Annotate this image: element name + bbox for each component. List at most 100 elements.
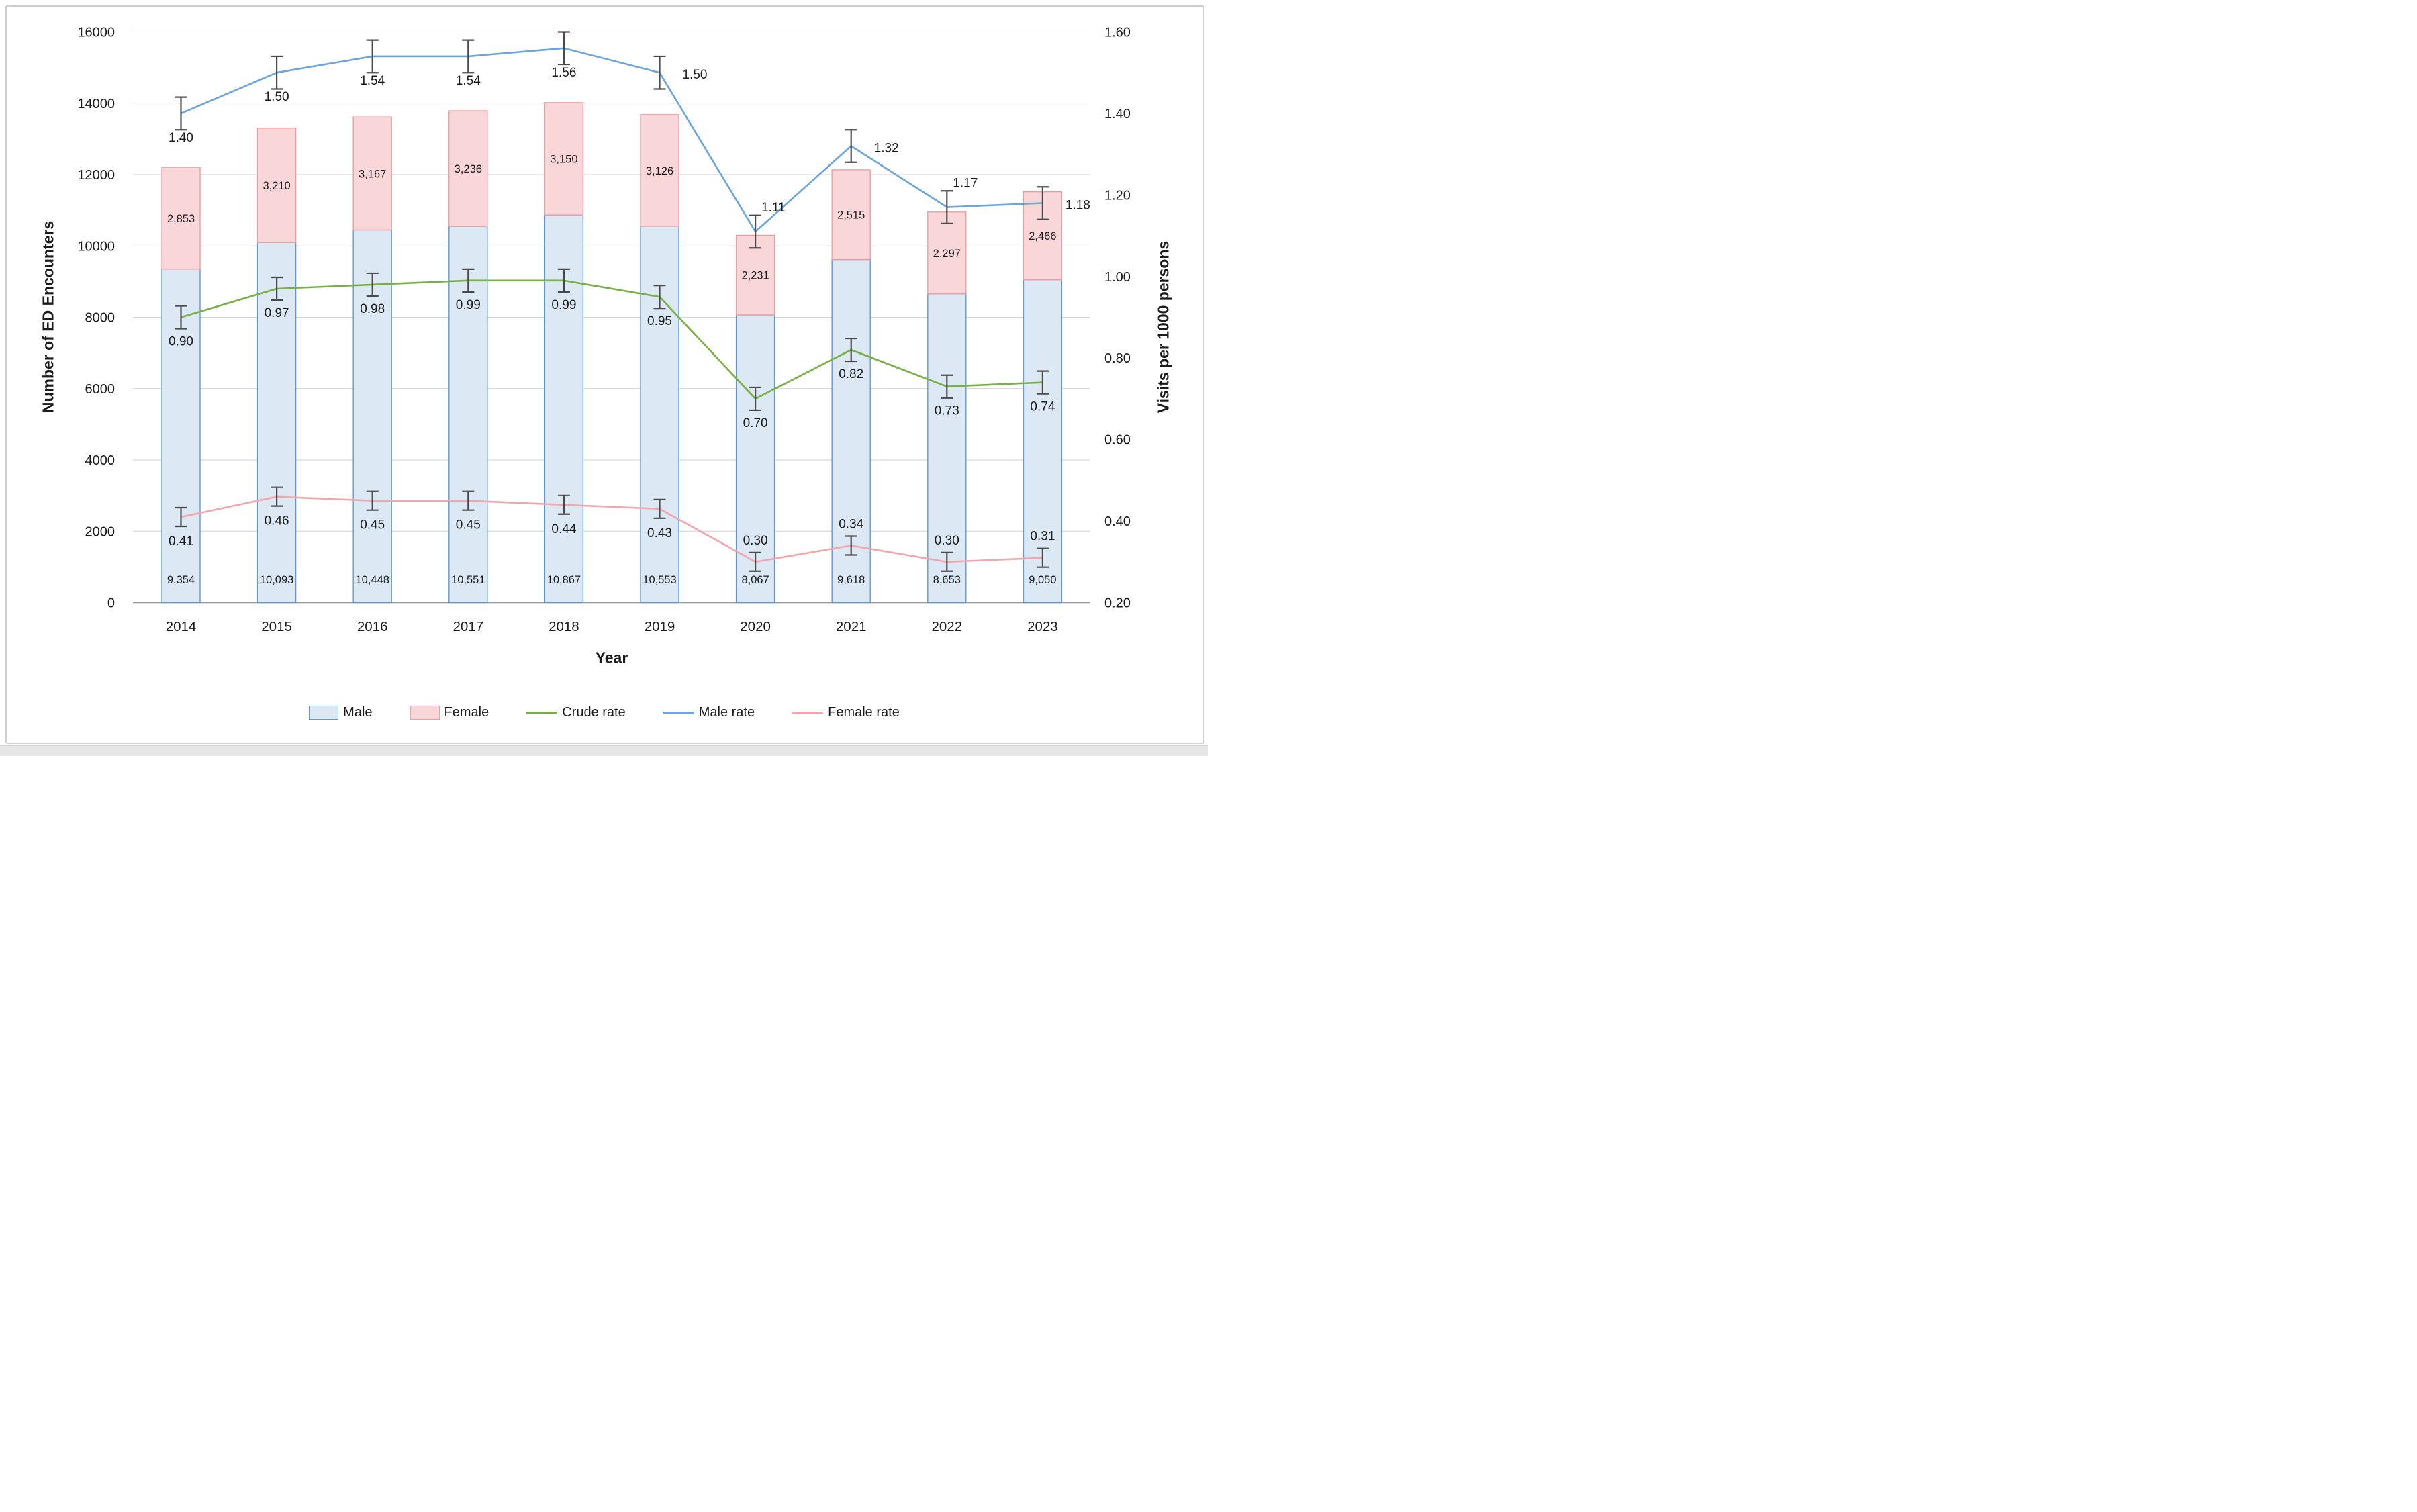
label-female-rate-2022: 0.30 (935, 534, 959, 548)
y-left-tick-12000: 12000 (77, 168, 115, 183)
error-bar-female-rate-2021 (845, 535, 857, 556)
label-female-rate-2020: 0.30 (743, 534, 768, 548)
bar-female-2015 (256, 128, 297, 244)
label-female-rate-2014: 0.41 (169, 534, 193, 549)
error-bar-male-rate-2021 (845, 129, 857, 163)
label-female-count-2015: 3,210 (263, 180, 290, 192)
bar-male-2019 (640, 226, 679, 604)
label-male-count-2023: 9,050 (1029, 574, 1056, 586)
error-bar-female-rate-2015 (271, 486, 283, 507)
label-crude-rate-2017: 0.99 (456, 298, 481, 312)
label-male-rate-2017: 1.54 (456, 74, 481, 88)
error-bar-female-rate-2022 (941, 551, 953, 572)
label-female-count-2017: 3,236 (455, 163, 482, 175)
series-male-rate: 1.40 1.50 1.54 1.54 1.56 1.50 1.11 1.32 1.17 1.18 (169, 31, 1090, 249)
error-bar-male-rate-2022 (941, 190, 953, 224)
error-bar-female-rate-2019 (653, 498, 666, 519)
error-bar-crude-rate-2017 (462, 268, 475, 293)
legend-label-female-rate: Female rate (828, 704, 900, 720)
y-left-tick-2000: 2000 (85, 524, 115, 539)
y-left-tick-4000: 4000 (85, 453, 115, 468)
series-female-rate: 0.41 0.46 0.45 0.45 0.44 0.43 0.30 0.34 0.30 0.31 (169, 486, 1055, 572)
label-male-count-2021: 9,618 (837, 574, 865, 586)
y-right-tick-0.40: 0.40 (1104, 514, 1131, 529)
error-bar-female-rate-2020 (749, 551, 762, 572)
legend-label-male-rate: Male rate (698, 704, 755, 720)
x-tick-2023: 2023 (1027, 619, 1058, 634)
female-rate-line-swatch-icon (792, 711, 824, 714)
label-female-count-2023: 2,466 (1029, 230, 1056, 242)
error-bar-female-rate-2014 (175, 506, 187, 528)
label-male-rate-2022: 1.17 (953, 177, 978, 191)
label-female-count-2021: 2,515 (837, 209, 865, 222)
error-bar-female-rate-2018 (557, 494, 570, 515)
y-right-tick-0.80: 0.80 (1104, 351, 1131, 366)
legend-item-female: Female (410, 705, 489, 720)
gridlines: 0 2000 4000 6000 8000 10000 12000 14000 16000 0.2… (77, 26, 1131, 611)
error-bar-female-rate-2016 (366, 490, 379, 511)
x-axis-title: Year (595, 649, 628, 667)
bar-female-2014 (161, 167, 201, 270)
y-right-axis-title: Visits per 1000 persons (1154, 240, 1172, 414)
label-male-count-2019: 10,553 (643, 574, 676, 586)
y-left-tick-16000: 16000 (77, 26, 115, 40)
y-right-tick-0.60: 0.60 (1104, 433, 1131, 448)
label-male-rate-2021: 1.32 (874, 142, 899, 156)
y-left-tick-8000: 8000 (85, 311, 115, 326)
line-male-rate (180, 47, 1043, 233)
y-left-tick-10000: 10000 (77, 239, 115, 254)
legend-label-crude-rate: Crude rate (562, 704, 626, 720)
label-male-count-2022: 8,653 (933, 574, 961, 586)
x-tick-2015: 2015 (261, 619, 292, 634)
error-bar-male-rate-2015 (271, 55, 283, 90)
y-right-tick-0.20: 0.20 (1104, 596, 1131, 611)
stacked-bars: 9,354 2,853 10,093 3,210 10,448 3,167 10,551 3,… (161, 102, 1063, 604)
x-tick-2018: 2018 (549, 619, 579, 634)
label-male-count-2020: 8,067 (741, 574, 769, 586)
label-female-rate-2021: 0.34 (839, 518, 863, 532)
bar-female-2016 (352, 116, 392, 231)
bar-female-2018 (544, 102, 584, 216)
x-tick-2022: 2022 (931, 619, 962, 634)
label-female-count-2020: 2,231 (741, 270, 769, 282)
y-right-tick-1.00: 1.00 (1104, 270, 1131, 285)
page-bottom-strip (0, 745, 1208, 756)
female-bar-swatch-icon (410, 705, 440, 720)
bar-female-2022 (927, 211, 967, 295)
chart-canvas: 0 2000 4000 6000 8000 10000 12000 14000 16000 0.2… (0, 0, 1208, 756)
line-female-rate (181, 495, 1043, 563)
error-bar-male-rate-2023 (1036, 186, 1049, 220)
x-tick-2017: 2017 (453, 619, 483, 634)
error-bar-crude-rate-2016 (366, 272, 379, 297)
error-bar-male-rate-2018 (557, 31, 570, 66)
y-right-tick-1.60: 1.60 (1104, 26, 1131, 40)
legend-label-male: Male (343, 704, 373, 720)
error-bar-male-rate-2016 (366, 39, 379, 74)
label-crude-rate-2015: 0.97 (265, 306, 289, 320)
bar-male-2015 (256, 242, 297, 604)
error-bar-crude-rate-2014 (175, 305, 187, 330)
label-crude-rate-2019: 0.95 (647, 314, 672, 328)
ed-encounters-chart: 0 2000 4000 6000 8000 10000 12000 14000 16000 0.2… (77, 26, 1131, 635)
label-crude-rate-2022: 0.73 (935, 404, 959, 418)
label-female-count-2018: 3,150 (550, 154, 577, 166)
x-axis-labels: 2014 2015 2016 2017 2018 2019 2020 2021 2022 2023 (166, 619, 1058, 634)
y-right-tick-1.20: 1.20 (1104, 188, 1131, 203)
x-tick-2020: 2020 (740, 619, 771, 634)
label-female-count-2014: 2,853 (167, 213, 195, 225)
bar-female-2021 (831, 169, 871, 261)
label-male-rate-2019: 1.50 (683, 68, 708, 82)
label-male-rate-2016: 1.54 (360, 74, 385, 88)
error-bar-crude-rate-2015 (271, 276, 283, 301)
male-rate-line-swatch-icon (663, 711, 694, 714)
label-female-rate-2018: 0.44 (551, 522, 576, 536)
legend: Male Female Crude rate Male rate Female … (0, 700, 1208, 725)
x-tick-2016: 2016 (357, 619, 388, 634)
y-left-tick-14000: 14000 (77, 97, 115, 111)
label-male-rate-2020: 1.11 (761, 201, 786, 215)
error-bar-crude-rate-2023 (1036, 370, 1049, 395)
error-bar-crude-rate-2022 (941, 374, 953, 399)
series-crude-rate: 0.90 0.97 0.98 0.99 0.99 0.95 0.70 0.82 0.73 0.74 (169, 268, 1055, 430)
crude-rate-line-swatch-icon (526, 711, 558, 714)
bar-male-2022 (927, 293, 967, 604)
